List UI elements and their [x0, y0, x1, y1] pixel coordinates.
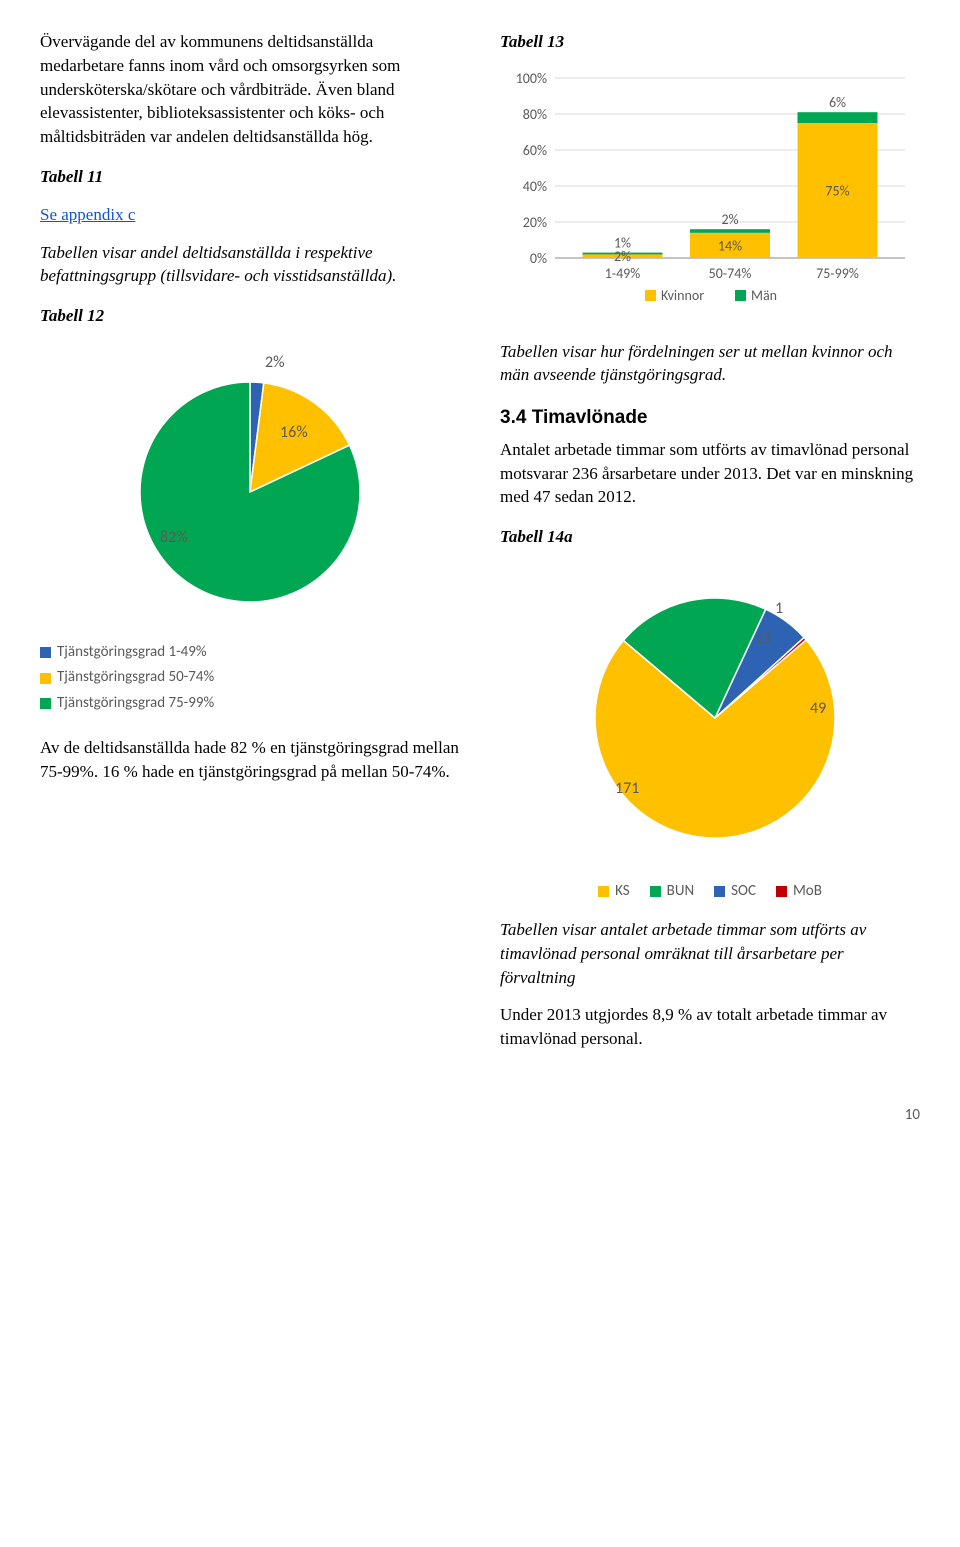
svg-text:0%: 0%	[530, 250, 547, 267]
legend-swatch	[598, 886, 609, 897]
svg-text:1%: 1%	[614, 234, 631, 251]
appendix-link[interactable]: Se appendix c	[40, 203, 460, 227]
svg-text:50-74%: 50-74%	[709, 265, 752, 282]
pie-chart-12: 2% 16% 82%	[110, 342, 390, 622]
section-3-4-body: Antalet arbetade timmar som utförts av t…	[500, 438, 920, 509]
svg-text:20%: 20%	[523, 214, 547, 231]
legend-swatch	[40, 698, 51, 709]
svg-text:14%: 14%	[718, 237, 742, 254]
pie14a-legend: KS BUN SOC MoB	[500, 881, 920, 902]
svg-text:80%: 80%	[523, 106, 547, 123]
legend-item: MoB	[776, 881, 822, 902]
svg-text:1-49%: 1-49%	[605, 265, 641, 282]
tabell-13-desc: Tabellen visar hur fördelningen ser ut m…	[500, 340, 920, 388]
svg-text:Kvinnor: Kvinnor	[661, 287, 704, 304]
svg-text:75%: 75%	[825, 182, 849, 199]
legend-text: Tjänstgöringsgrad 1-49%	[57, 640, 207, 666]
svg-text:75-99%: 75-99%	[816, 265, 859, 282]
legend-item: Tjänstgöringsgrad 1-49%	[40, 640, 460, 666]
bottom-paragraph-left: Av de deltidsanställda hade 82 % en tjän…	[40, 736, 460, 784]
pie14a-label-1: 1	[775, 598, 783, 620]
legend-item: BUN	[650, 881, 694, 902]
closing-paragraph: Under 2013 utgjordes 8,9 % av totalt arb…	[500, 1003, 920, 1051]
legend-item: Tjänstgöringsgrad 50-74%	[40, 665, 460, 691]
svg-text:60%: 60%	[523, 142, 547, 159]
legend-text: MoB	[793, 881, 822, 902]
page-number: 10	[40, 1105, 920, 1126]
legend-swatch	[776, 886, 787, 897]
svg-text:2%: 2%	[721, 211, 738, 228]
legend-text: Tjänstgöringsgrad 75-99%	[57, 691, 214, 717]
tabell-14a-title: Tabell 14a	[500, 525, 920, 549]
bar-chart-13: 0%20%40%60%80%100%2%1%1-49%14%2%50-74%75…	[500, 68, 920, 330]
section-3-4-heading: 3.4 Timavlönade	[500, 405, 920, 432]
pie12-label-82pct: 82%	[160, 527, 188, 549]
svg-text:40%: 40%	[523, 178, 547, 195]
svg-text:6%: 6%	[829, 94, 846, 111]
tabell-11-desc: Tabellen visar andel deltidsanställda i …	[40, 241, 460, 289]
legend-swatch	[40, 647, 51, 658]
pie12-legend: Tjänstgöringsgrad 1-49% Tjänstgöringsgra…	[40, 640, 460, 717]
legend-swatch	[650, 886, 661, 897]
tabell-11-title: Tabell 11	[40, 165, 460, 189]
legend-item: KS	[598, 881, 630, 902]
legend-text: Tjänstgöringsgrad 50-74%	[57, 665, 214, 691]
tabell-12-title: Tabell 12	[40, 304, 460, 328]
pie-chart-14a: 171 49 15 1	[560, 563, 860, 863]
pie14a-label-15: 15	[755, 628, 771, 650]
legend-text: SOC	[731, 881, 756, 902]
svg-text:100%: 100%	[516, 70, 547, 87]
legend-item: Tjänstgöringsgrad 75-99%	[40, 691, 460, 717]
legend-swatch	[714, 886, 725, 897]
intro-paragraph: Övervägande del av kommunens deltidsanst…	[40, 30, 460, 149]
legend-text: KS	[615, 881, 630, 902]
legend-swatch	[40, 673, 51, 684]
svg-text:Män: Män	[751, 287, 777, 304]
pie12-label-16pct: 16%	[280, 422, 308, 444]
tabell-14a-desc: Tabellen visar antalet arbetade timmar s…	[500, 918, 920, 989]
legend-item: SOC	[714, 881, 756, 902]
pie14a-label-49: 49	[810, 698, 826, 720]
tabell-13-title: Tabell 13	[500, 30, 920, 54]
pie14a-label-171: 171	[615, 778, 639, 800]
legend-text: BUN	[667, 881, 694, 902]
pie12-label-2pct: 2%	[265, 352, 285, 374]
